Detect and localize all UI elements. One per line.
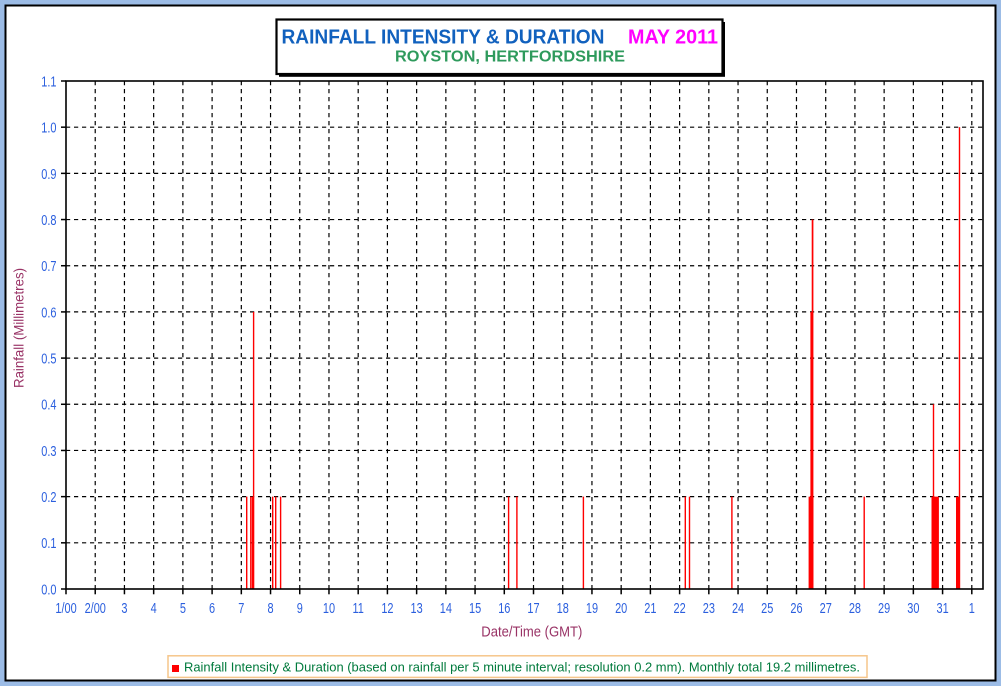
svg-text:2/00: 2/00	[85, 599, 106, 616]
svg-text:8: 8	[267, 599, 273, 616]
svg-text:9: 9	[297, 599, 303, 616]
svg-text:19: 19	[586, 599, 598, 616]
svg-text:0.0: 0.0	[41, 581, 56, 598]
svg-text:7: 7	[238, 599, 244, 616]
svg-text:12: 12	[381, 599, 393, 616]
svg-text:29: 29	[878, 599, 890, 616]
svg-text:18: 18	[557, 599, 569, 616]
svg-text:ROYSTON, HERTFORDSHIRE: ROYSTON, HERTFORDSHIRE	[395, 49, 625, 66]
svg-text:MAY 2011: MAY 2011	[628, 27, 718, 49]
svg-text:16: 16	[498, 599, 510, 616]
svg-text:31: 31	[936, 599, 948, 616]
svg-text:13: 13	[411, 599, 423, 616]
svg-text:5: 5	[180, 599, 186, 616]
svg-text:0.3: 0.3	[41, 442, 56, 459]
svg-text:22: 22	[674, 599, 686, 616]
svg-text:21: 21	[644, 599, 656, 616]
svg-text:Rainfall (Millimetres): Rainfall (Millimetres)	[11, 268, 27, 388]
svg-text:3: 3	[121, 599, 127, 616]
svg-text:10: 10	[323, 599, 335, 616]
svg-text:0.8: 0.8	[41, 211, 56, 228]
svg-text:Date/Time (GMT): Date/Time (GMT)	[481, 625, 582, 641]
svg-text:0.9: 0.9	[41, 165, 56, 182]
svg-text:0.4: 0.4	[41, 396, 56, 413]
svg-text:23: 23	[703, 599, 715, 616]
svg-text:28: 28	[849, 599, 861, 616]
svg-text:25: 25	[761, 599, 773, 616]
svg-text:30: 30	[907, 599, 919, 616]
svg-text:27: 27	[820, 599, 832, 616]
svg-text:6: 6	[209, 599, 215, 616]
svg-text:1: 1	[969, 599, 975, 616]
svg-text:0.2: 0.2	[41, 488, 56, 505]
svg-text:RAINFALL INTENSITY & DURATION: RAINFALL INTENSITY & DURATION	[282, 27, 605, 49]
svg-text:15: 15	[469, 599, 481, 616]
svg-text:24: 24	[732, 599, 744, 616]
svg-text:26: 26	[790, 599, 802, 616]
svg-text:0.1: 0.1	[41, 535, 56, 552]
svg-text:Rainfall Intensity & Duration: Rainfall Intensity & Duration (based on …	[184, 660, 860, 675]
svg-text:20: 20	[615, 599, 627, 616]
svg-text:0.6: 0.6	[41, 304, 56, 321]
svg-text:0.7: 0.7	[41, 257, 56, 274]
svg-text:1/00: 1/00	[55, 599, 76, 616]
svg-text:1.0: 1.0	[41, 119, 56, 136]
svg-text:11: 11	[353, 599, 364, 616]
svg-text:1.1: 1.1	[41, 73, 56, 90]
svg-text:4: 4	[151, 599, 157, 616]
svg-text:17: 17	[527, 599, 539, 616]
svg-text:0.5: 0.5	[41, 350, 56, 367]
svg-text:14: 14	[440, 599, 452, 616]
